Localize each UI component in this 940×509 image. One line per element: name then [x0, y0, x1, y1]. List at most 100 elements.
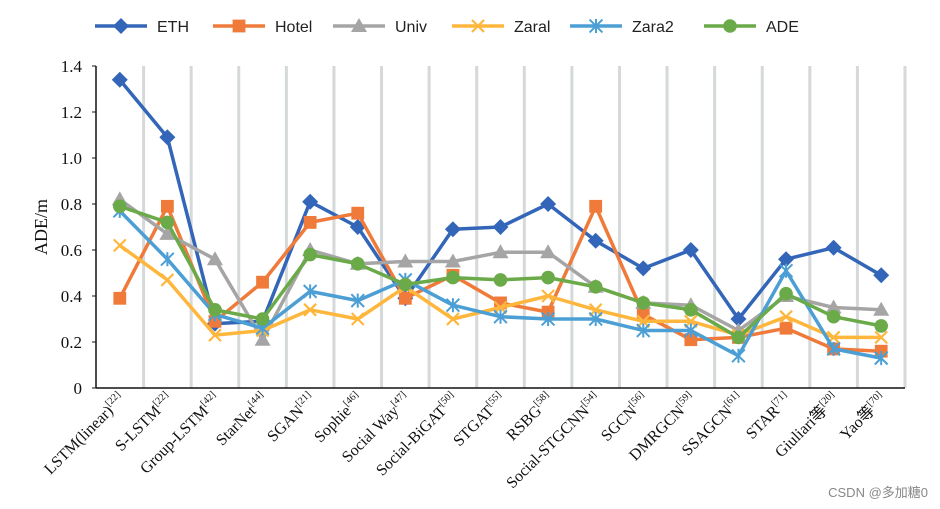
data-point-eth	[587, 232, 604, 249]
legend-marker-zaral-stroke	[471, 19, 485, 33]
data-point-zaral-stroke	[541, 289, 555, 303]
legend-label-ade: ADE	[766, 19, 799, 36]
data-point-univ	[159, 225, 176, 240]
data-point-eth	[778, 251, 795, 268]
data-point-ade	[731, 330, 746, 345]
legend-label-hotel: Hotel	[275, 19, 312, 36]
data-point-ade	[826, 309, 841, 324]
data-point-eth	[730, 311, 747, 327]
data-point-zara2	[540, 311, 556, 327]
data-point-hotel	[256, 275, 269, 289]
data-point-zaral-stroke	[874, 330, 888, 345]
data-point-zaral-stroke	[350, 312, 365, 326]
data-point-zaral	[208, 328, 222, 342]
data-point-zaral-stroke	[160, 273, 175, 287]
data-point-eth	[444, 221, 461, 238]
data-point-ade	[160, 215, 175, 230]
data-point-eth	[540, 196, 557, 212]
data-point-ade	[779, 286, 793, 301]
legend-item-eth: ETH	[95, 18, 189, 36]
legend-label-univ: Univ	[395, 19, 427, 36]
y-tick-label: 1.4	[61, 57, 83, 76]
legend-item-hotel: Hotel	[213, 19, 312, 36]
data-point-zaral	[160, 273, 175, 287]
data-point-ade	[874, 319, 889, 333]
data-point-eth	[825, 239, 842, 256]
data-point-ade	[636, 296, 651, 310]
data-point-zaral	[113, 238, 127, 253]
series-ade	[112, 199, 889, 345]
data-point-zara2	[636, 323, 651, 338]
data-point-eth	[159, 129, 176, 146]
data-point-univ	[254, 331, 271, 346]
watermark: CSDN @多加糖0	[828, 485, 928, 500]
series-lines	[111, 71, 890, 366]
data-point-ade	[446, 270, 460, 285]
data-point-zaral-stroke	[113, 238, 127, 253]
data-point-zara2	[160, 252, 175, 267]
data-point-hotel	[589, 199, 603, 213]
legend-item-zara2: Zara2	[570, 18, 674, 36]
data-point-zaral	[446, 312, 460, 326]
legend-label-eth: ETH	[157, 19, 189, 36]
data-point-eth	[492, 219, 509, 235]
data-point-zaral	[350, 312, 365, 326]
data-point-ade	[208, 303, 222, 317]
data-point-hotel	[303, 216, 317, 229]
data-point-univ	[825, 299, 842, 314]
data-point-eth	[111, 71, 128, 88]
y-tick-label: 0.4	[61, 287, 83, 306]
data-point-ade	[255, 312, 270, 326]
data-point-zara2	[493, 309, 508, 324]
data-point-hotel	[113, 291, 127, 305]
data-point-zaral-stroke	[303, 303, 317, 317]
series-line-eth	[118, 78, 883, 326]
legend-marker-univ	[351, 18, 367, 32]
data-point-ade	[493, 273, 508, 287]
x-tick-label: Yao等[70]	[836, 389, 890, 443]
data-point-ade	[684, 303, 698, 317]
legend-marker-ade	[723, 19, 737, 33]
data-point-zara2	[731, 348, 746, 363]
data-point-zara2	[588, 311, 603, 327]
data-point-univ	[540, 244, 557, 259]
data-point-eth	[873, 267, 890, 284]
data-point-hotel	[779, 321, 793, 335]
data-point-eth	[635, 260, 652, 277]
x-tick-label: StarNet[44]	[212, 389, 272, 449]
legend-item-zaral: Zaral	[452, 19, 550, 36]
legend-marker-eth	[113, 18, 129, 34]
data-point-zaral-stroke	[779, 309, 793, 324]
legend-item-univ: Univ	[333, 18, 427, 36]
data-point-hotel	[684, 333, 698, 347]
grid-lines	[142, 66, 907, 388]
y-tick-label: 0.8	[61, 195, 82, 214]
x-tick-label: Group-LSTM[42]	[136, 389, 224, 477]
data-point-zaral	[874, 330, 888, 345]
data-point-univ	[397, 253, 414, 268]
data-point-zara2	[874, 350, 889, 366]
data-point-zaral	[303, 303, 317, 317]
y-tick-label: 1.2	[61, 103, 82, 122]
data-point-ade	[350, 257, 365, 271]
data-point-ade	[541, 270, 555, 285]
data-point-zara2	[778, 263, 794, 278]
data-point-univ	[492, 244, 509, 259]
data-point-zaral	[779, 309, 793, 324]
data-point-ade	[588, 280, 603, 294]
data-point-hotel	[160, 199, 174, 213]
data-point-ade	[112, 199, 127, 214]
data-point-univ	[444, 253, 461, 268]
y-tick-label: 1.0	[61, 149, 82, 168]
data-point-zara2	[350, 293, 365, 308]
data-point-hotel	[398, 291, 412, 305]
legend-label-zaral: Zaral	[514, 19, 550, 36]
legend-marker-hotel	[232, 19, 246, 33]
data-point-zaral	[541, 289, 555, 303]
x-tick-label: STGAT[55]	[449, 389, 509, 449]
data-point-ade	[398, 277, 413, 292]
y-axis-title: ADE/m	[31, 199, 51, 255]
data-point-eth	[302, 193, 319, 210]
